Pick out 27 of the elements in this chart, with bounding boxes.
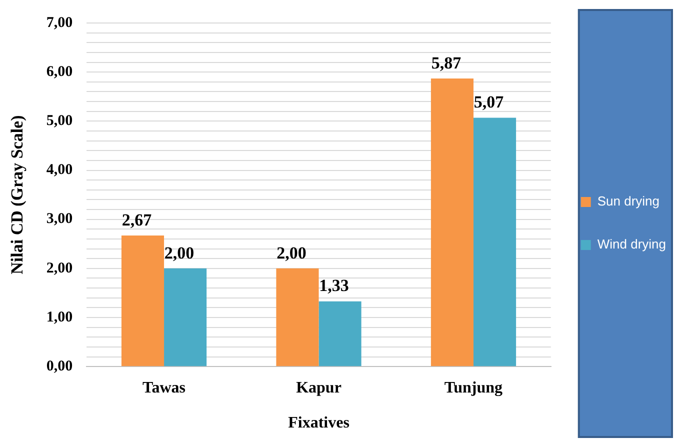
data-label: 2,00 bbox=[164, 243, 194, 262]
x-tick-label: Kapur bbox=[296, 379, 342, 396]
bar bbox=[121, 236, 164, 366]
data-label: 5,07 bbox=[474, 92, 504, 112]
y-tick-label: 6,00 bbox=[46, 64, 73, 80]
bar bbox=[318, 301, 362, 366]
legend-label: Wind drying bbox=[597, 236, 666, 252]
y-tick-label: 2,00 bbox=[46, 260, 73, 276]
y-tick-label: 0,00 bbox=[46, 358, 73, 374]
y-axis-title: Nilai CD (Gray Scale) bbox=[8, 115, 27, 274]
data-label: 2,00 bbox=[276, 243, 306, 262]
y-tick-label: 3,00 bbox=[46, 211, 73, 228]
y-tick-label: 7,00 bbox=[46, 14, 73, 31]
bar bbox=[430, 78, 474, 366]
y-tick-label: 5,00 bbox=[46, 113, 73, 130]
y-tick-label: 4,00 bbox=[46, 162, 73, 178]
x-axis-title: Fixatives bbox=[288, 414, 350, 432]
bar bbox=[473, 118, 516, 366]
x-tick-label: Tunjung bbox=[444, 379, 503, 396]
x-tick-label: Tawas bbox=[142, 379, 186, 396]
bar bbox=[276, 268, 319, 366]
data-label: 2,67 bbox=[122, 210, 152, 230]
bar bbox=[164, 268, 207, 366]
data-label: 5,87 bbox=[431, 53, 462, 72]
legend-label: Sun drying bbox=[597, 194, 660, 209]
data-label: 1,33 bbox=[319, 276, 349, 296]
y-tick-label: 1,00 bbox=[46, 309, 73, 326]
